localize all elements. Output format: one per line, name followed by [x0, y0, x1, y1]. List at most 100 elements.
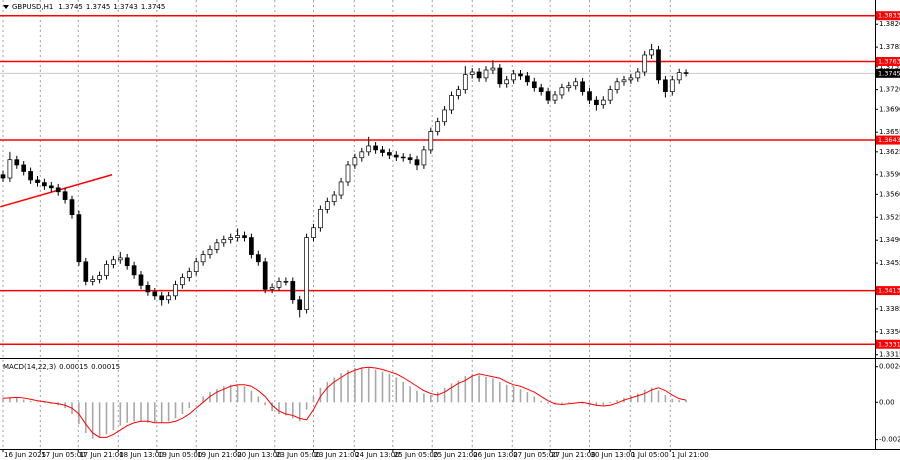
- y-tick-label: 1.3525: [879, 213, 900, 221]
- candle-body: [642, 54, 648, 73]
- candle-body: [290, 281, 296, 301]
- current-price-label: 1.3745: [878, 69, 900, 77]
- candle-body: [200, 254, 206, 263]
- candle-body: [421, 149, 427, 166]
- x-tick-label: 19 Jun 21:00: [197, 451, 241, 459]
- candle-body: [228, 237, 234, 240]
- candle-body: [345, 164, 351, 183]
- candle-body: [359, 151, 365, 159]
- candle-body: [262, 261, 268, 290]
- candle-body: [669, 79, 675, 92]
- candle-body: [400, 156, 406, 159]
- level-label: 1.3413: [878, 287, 900, 295]
- x-tick-label: 1 Jul 21:00: [671, 451, 709, 459]
- candle-body: [283, 281, 289, 283]
- candle-body: [62, 191, 68, 200]
- x-tick-label: 18 Jun 13:00: [119, 451, 163, 459]
- candle-body: [221, 239, 227, 244]
- x-tick-label: 20 Jun 13:00: [237, 451, 281, 459]
- candle-body: [525, 75, 530, 83]
- candle-body: [7, 159, 13, 179]
- candle-body: [407, 157, 413, 161]
- x-tick-label: 25 Jun 21:00: [433, 451, 477, 459]
- y-tick-label: 1.3490: [879, 236, 900, 244]
- candle-body: [414, 159, 420, 166]
- candle-body: [607, 89, 613, 101]
- x-tick-label: 17 Jun 21:00: [79, 451, 123, 459]
- level-label-box: [876, 339, 900, 349]
- candle-body: [456, 89, 461, 96]
- candle-body: [628, 77, 634, 81]
- signal-value: 0.00015: [91, 363, 120, 371]
- candle-body: [214, 242, 220, 250]
- level-label: 1.3763: [878, 58, 900, 66]
- candle-body: [193, 261, 199, 272]
- candle-body: [42, 182, 47, 187]
- candle-body: [207, 249, 213, 255]
- y-tick-label: 1.3625: [879, 148, 900, 156]
- candle-body: [297, 299, 303, 310]
- y-tick-label: 1.3385: [879, 305, 900, 313]
- candle-body: [117, 257, 123, 261]
- candle-body: [186, 271, 192, 278]
- candle-body: [435, 121, 441, 132]
- chart-header: GBPUSD,H1 1.3745 1.3745 1.3743 1.3745: [12, 3, 165, 11]
- candle-body: [145, 285, 151, 293]
- candle-body: [28, 171, 33, 181]
- candle-body: [90, 279, 96, 282]
- y-tick-label: 1.3820: [879, 20, 900, 28]
- candle-body: [428, 131, 434, 151]
- candle-body: [442, 109, 447, 123]
- candle-body: [249, 237, 254, 255]
- candle-body: [55, 187, 61, 193]
- x-tick-label: 30 Jun 13:00: [591, 451, 635, 459]
- candle-body: [531, 81, 537, 89]
- candle-body: [504, 79, 510, 85]
- x-tick-label: 23 Jun 21:00: [315, 451, 359, 459]
- candle-body: [656, 49, 661, 81]
- candle-body: [255, 254, 261, 263]
- candle-body: [76, 214, 82, 263]
- y-tick-label: -0.00256: [879, 436, 900, 444]
- level-label-box: [876, 11, 900, 21]
- candle-body: [676, 72, 682, 81]
- level-label-box: [876, 286, 900, 296]
- candle-body: [97, 275, 102, 280]
- x-tick-label: 23 Jun 05:00: [276, 451, 320, 459]
- signal-line: [2, 366, 687, 438]
- y-tick-label: 1.3560: [879, 190, 900, 198]
- candle-body: [304, 237, 309, 310]
- y-tick-label: 1.3720: [879, 86, 900, 94]
- x-tick-label: 17 Jun 05:00: [41, 451, 85, 459]
- candle-body: [600, 99, 606, 106]
- candle-body: [21, 164, 27, 172]
- candle-body: [380, 149, 385, 153]
- level-label: 1.3643: [878, 136, 900, 144]
- level-label: 1.3833: [878, 12, 900, 20]
- candle-body: [614, 81, 620, 91]
- candle-body: [104, 264, 109, 276]
- candle-body: [483, 69, 489, 79]
- candle-body: [14, 159, 20, 166]
- level-label-box: [876, 57, 900, 67]
- x-tick-label: 26 Jun 13:00: [473, 451, 517, 459]
- candle-body: [683, 72, 689, 74]
- candle-body: [580, 81, 585, 92]
- candle-body: [131, 265, 137, 276]
- candle-body: [566, 85, 572, 89]
- x-tick-label: 24 Jun 13:00: [355, 451, 399, 459]
- x-tick-label: 16 Jun 2025: [4, 451, 46, 459]
- candle-body: [449, 95, 454, 111]
- candle-body: [462, 74, 468, 91]
- candle-body: [497, 67, 503, 85]
- candle-body: [393, 154, 399, 158]
- ohlc: 1.3745: [141, 3, 166, 11]
- candle-body: [518, 73, 523, 77]
- candle-body: [511, 73, 516, 81]
- level-label: 1.3331: [878, 340, 900, 348]
- indicator: MACD(14,22,3): [3, 363, 56, 371]
- symbol-marker: [3, 5, 9, 9]
